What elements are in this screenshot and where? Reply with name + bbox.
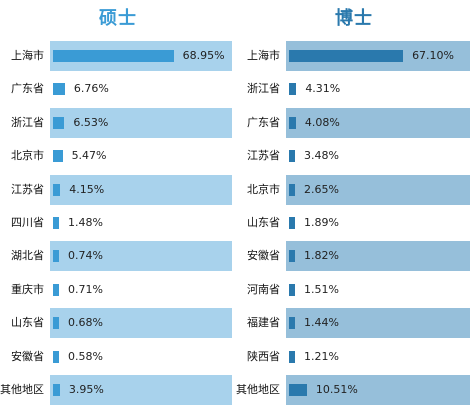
phd-category-label: 山东省 (247, 216, 280, 229)
master-row-band (50, 107, 232, 138)
master-category-label: 北京市 (11, 149, 44, 163)
master-value-label: 0.58% (68, 349, 103, 363)
master-bar (53, 384, 60, 396)
master-row-band (50, 174, 232, 205)
master-bar (53, 250, 59, 263)
phd-category-label: 河南省 (247, 282, 280, 296)
phd-bar (289, 183, 295, 196)
master-row-band (50, 375, 232, 405)
master-bar (53, 50, 174, 62)
master-category-label: 山东省 (11, 316, 44, 330)
phd-row-band (286, 107, 470, 138)
phd-category-label: 安徽省 (247, 249, 280, 263)
phd-bar (289, 50, 404, 62)
master-category-label: 安徽省 (11, 349, 44, 363)
master-value-label: 68.95% (182, 49, 225, 62)
master-value-label: 0.68% (68, 316, 103, 330)
master-value-label: 3.95% (68, 383, 104, 396)
phd-value-label: 1.21% (304, 349, 339, 363)
master-category-label: 上海市 (11, 49, 44, 62)
phd-bar (289, 250, 295, 263)
phd-bar (289, 83, 297, 96)
master-bar (53, 150, 63, 163)
phd-category-label: 北京市 (247, 182, 280, 196)
phd-value-label: 1.89% (304, 216, 339, 229)
phd-row-band (286, 375, 470, 405)
master-chart-title: 硕士 (99, 8, 137, 29)
phd-value-label: 1.44% (304, 316, 339, 330)
phd-value-label: 4.31% (305, 82, 341, 96)
phd-row-band (286, 308, 470, 339)
master-category-label: 湖北省 (11, 249, 44, 263)
phd-value-label: 67.10% (412, 49, 455, 62)
phd-bar (289, 116, 296, 129)
master-bar (53, 283, 59, 296)
master-category-label: 广东省 (11, 82, 44, 96)
master-bar (53, 317, 59, 330)
phd-chart-title: 博士 (335, 8, 373, 29)
master-row-band (50, 308, 232, 339)
phd-bar (289, 283, 295, 296)
master-category-label: 四川省 (11, 216, 44, 229)
phd-value-label: 4.08% (304, 115, 340, 129)
phd-bar (289, 350, 295, 363)
phd-row-band (286, 174, 470, 205)
phd-bar (289, 150, 295, 163)
master-value-label: 6.76% (73, 82, 109, 96)
phd-category-label: 浙江省 (247, 82, 280, 96)
master-chart: 硕士上海市 68.95% 广东省 6.76% 浙江省 6.53% 北京市 5.47% 江苏省 4.… (0, 8, 232, 405)
phd-value-label: 2.65% (304, 182, 339, 196)
master-bar (53, 350, 59, 363)
phd-bar (289, 317, 295, 330)
master-bar (53, 217, 59, 229)
phd-category-label: 其他地区 (236, 383, 280, 396)
master-category-label: 其他地区 (0, 383, 44, 396)
phd-value-label: 10.51% (315, 383, 358, 396)
master-bar (53, 83, 65, 96)
master-value-label: 1.48% (68, 216, 103, 229)
phd-value-label: 1.82% (304, 249, 339, 263)
master-value-label: 4.15% (69, 182, 105, 196)
phd-value-label: 3.48% (304, 149, 339, 163)
phd-category-label: 广东省 (247, 115, 280, 129)
phd-bar (289, 217, 295, 229)
master-category-label: 重庆市 (11, 282, 44, 296)
master-bar (53, 116, 65, 129)
phd-category-label: 上海市 (247, 49, 280, 62)
phd-category-label: 福建省 (247, 316, 280, 330)
phd-value-label: 1.51% (304, 282, 339, 296)
master-category-label: 江苏省 (11, 182, 44, 196)
master-row-band (50, 241, 232, 272)
master-value-label: 0.74% (68, 249, 103, 263)
phd-category-label: 江苏省 (247, 149, 280, 163)
master-category-label: 浙江省 (11, 115, 44, 129)
master-value-label: 0.71% (68, 282, 103, 296)
master-bar (53, 183, 61, 196)
phd-chart: 博士上海市 67.10% 浙江省 4.31% 广东省 4.08% 江苏省 3.48% 北京市 2.… (236, 0, 472, 420)
master-value-label: 5.47% (71, 149, 107, 163)
phd-category-label: 陕西省 (247, 349, 280, 363)
phd-bar (289, 384, 307, 396)
phd-row-band (286, 241, 470, 272)
master-value-label: 6.53% (73, 115, 109, 129)
